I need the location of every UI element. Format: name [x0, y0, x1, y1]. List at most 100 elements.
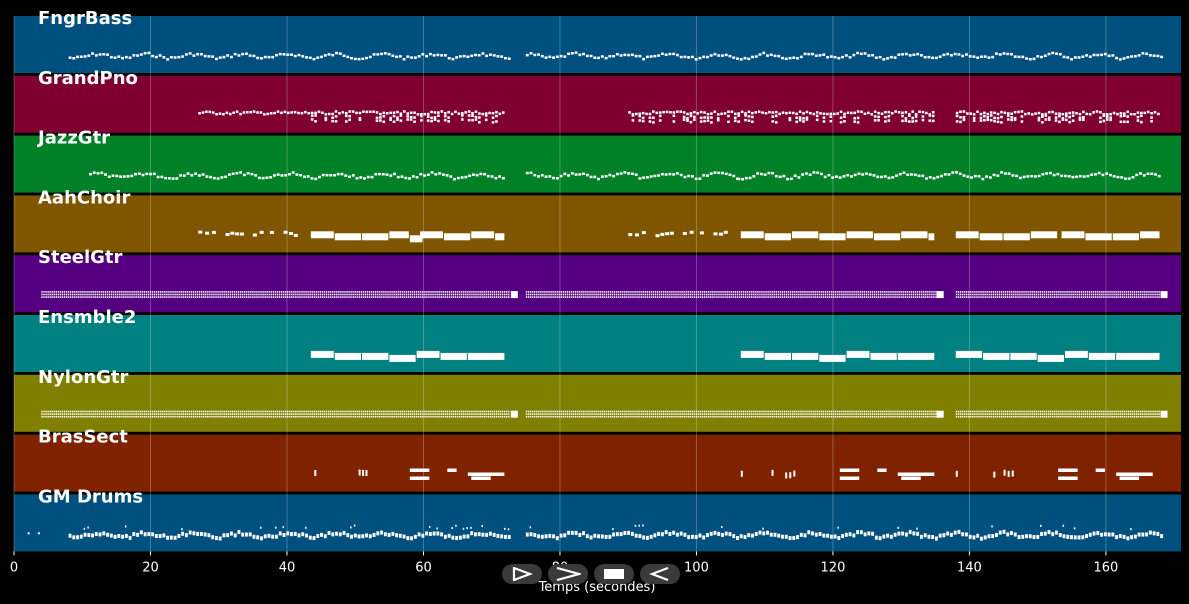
note: [723, 230, 728, 234]
note: [76, 415, 78, 418]
note: [758, 53, 762, 56]
note: [252, 291, 254, 293]
note: [540, 410, 542, 413]
note: [1013, 296, 1015, 298]
note: [456, 410, 459, 413]
track-band: [14, 16, 1181, 73]
note: [213, 291, 215, 293]
note: [642, 415, 644, 418]
note: [1025, 57, 1028, 60]
note: [958, 172, 962, 176]
note: [164, 293, 166, 296]
note: [552, 413, 554, 415]
note: [1142, 293, 1144, 296]
note: [843, 112, 846, 116]
note: [529, 410, 532, 413]
note: [984, 291, 986, 293]
note: [477, 413, 479, 415]
note: [295, 291, 297, 293]
note: [531, 415, 534, 418]
note: [134, 172, 137, 176]
note: [67, 291, 70, 293]
note: [1138, 413, 1140, 415]
back-button[interactable]: [640, 564, 680, 584]
note: [861, 293, 863, 296]
note: [953, 530, 957, 535]
note: [808, 293, 810, 296]
note: [706, 116, 710, 119]
note: [327, 112, 331, 116]
note: [214, 57, 218, 61]
note: [211, 296, 213, 298]
note: [399, 413, 401, 415]
note: [529, 296, 532, 298]
note: [437, 114, 440, 117]
note: [1052, 413, 1054, 415]
note: [710, 296, 712, 298]
note: [591, 415, 593, 418]
note: [1000, 110, 1003, 114]
stop-button[interactable]: [594, 564, 634, 584]
note: [250, 291, 252, 293]
note: [713, 110, 717, 113]
note: [510, 410, 518, 418]
note: [474, 110, 478, 113]
note: [129, 415, 131, 418]
note: [88, 413, 90, 415]
note: [1066, 413, 1068, 415]
note: [1000, 410, 1003, 413]
note: [562, 410, 565, 413]
note: [424, 293, 426, 296]
note: [416, 350, 440, 358]
note: [837, 293, 839, 296]
note: [644, 291, 646, 293]
note: [984, 410, 986, 413]
note: [217, 293, 219, 296]
note: [818, 291, 820, 293]
note: [963, 296, 966, 298]
note: [415, 410, 418, 413]
note: [710, 116, 713, 119]
note: [131, 291, 133, 293]
note: [765, 413, 767, 415]
note: [888, 296, 890, 298]
note: [233, 293, 236, 296]
note: [1027, 291, 1029, 293]
note: [570, 52, 574, 55]
note: [180, 291, 182, 293]
note: [531, 291, 534, 293]
note: [270, 293, 272, 296]
note: [493, 291, 496, 293]
note: [1006, 413, 1009, 415]
note: [489, 413, 492, 415]
note: [434, 293, 436, 296]
note: [325, 415, 328, 418]
note: [227, 293, 229, 296]
note: [293, 233, 298, 237]
note: [363, 177, 366, 180]
note: [802, 410, 804, 413]
note: [746, 296, 749, 298]
note: [560, 296, 563, 298]
note: [962, 118, 966, 122]
forward-button[interactable]: [548, 564, 588, 584]
note: [687, 174, 691, 178]
note: [319, 410, 322, 413]
note: [640, 296, 642, 298]
note: [422, 413, 424, 415]
play-button[interactable]: [502, 564, 542, 584]
note: [706, 174, 709, 177]
note: [923, 415, 925, 418]
forward-icon: [556, 567, 581, 581]
note: [986, 413, 988, 415]
note: [389, 354, 416, 362]
note: [393, 296, 395, 298]
note: [1127, 410, 1130, 413]
note: [789, 296, 792, 298]
note: [485, 296, 487, 298]
note: [830, 293, 833, 296]
note: [1097, 415, 1099, 418]
note: [669, 293, 671, 296]
note: [816, 415, 818, 418]
note: [658, 291, 661, 293]
